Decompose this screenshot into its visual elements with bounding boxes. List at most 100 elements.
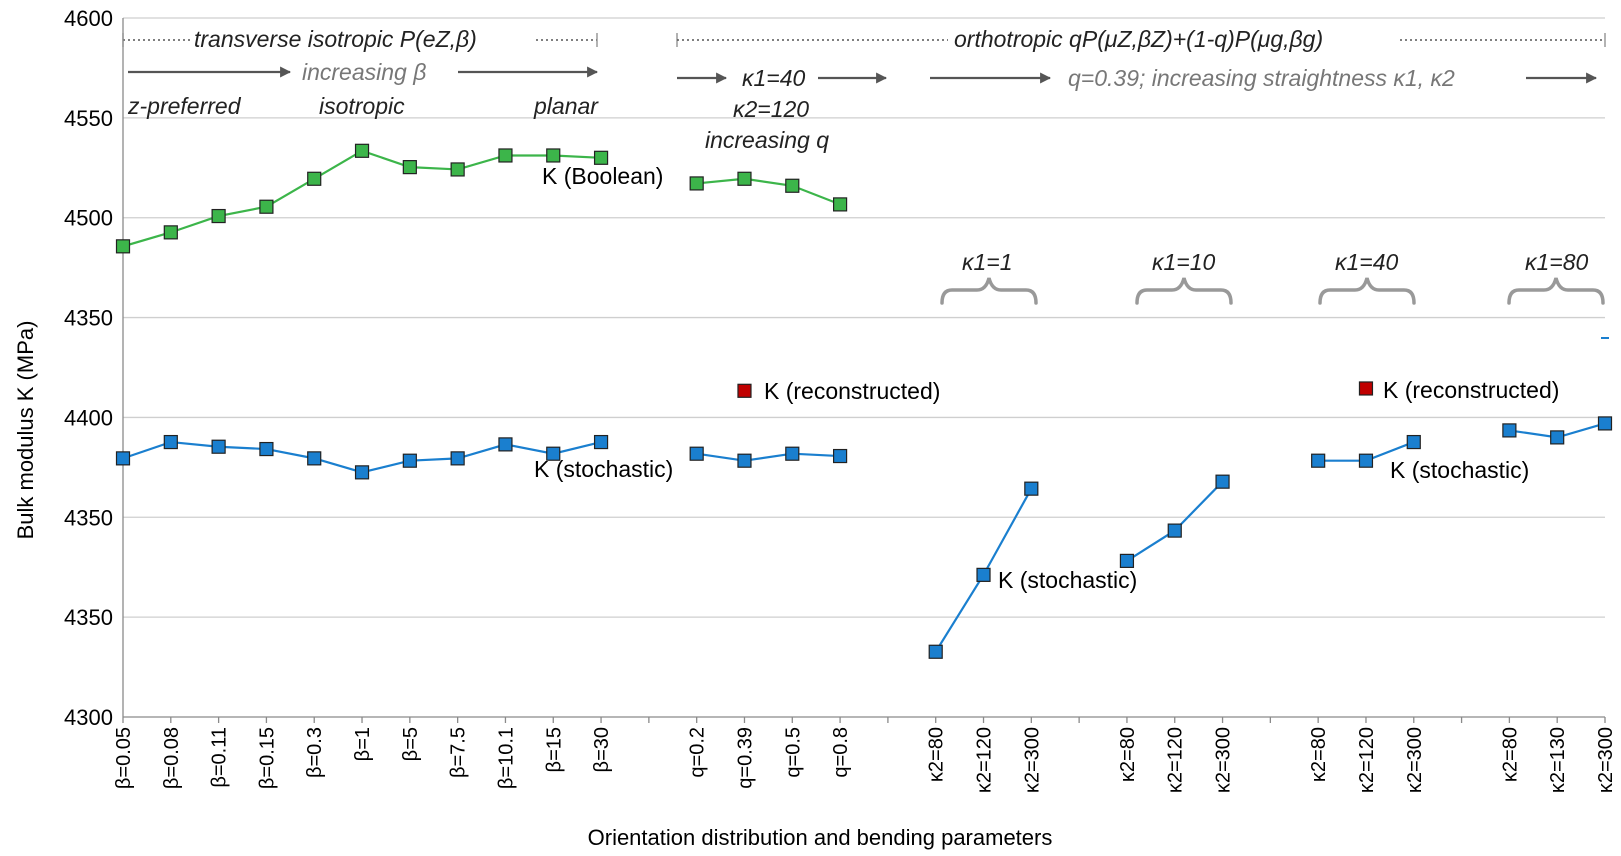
x-tick-label: β=0.05 [113,727,135,789]
data-point [546,446,561,461]
brace-kappa1-10 [1135,277,1233,305]
y-tick-label: 4600 [64,6,113,31]
series-line [122,149,602,248]
brace-label-kappa1-1: κ1=1 [962,249,1013,275]
data-point [498,437,513,452]
brace-label-kappa1-40: κ1=40 [1335,249,1399,275]
data-point [593,434,609,450]
data-point [546,148,561,163]
x-tick-label: κ2=130 [1547,727,1569,793]
data-point [1358,453,1374,468]
data-point [1406,434,1421,450]
x-tick-label: q=0.39 [734,727,756,789]
data-point [1597,416,1613,431]
data-point [1502,423,1517,438]
data-point [1119,553,1135,568]
data-point [976,567,991,582]
brace-label-kappa1-10: κ1=10 [1152,249,1216,275]
data-point [115,451,131,466]
x-tick-label: κ2=300 [1404,727,1426,793]
label-k-boolean: K (Boolean) [542,163,663,189]
data-point [450,162,465,177]
data-point [593,150,609,165]
data-point [259,199,274,214]
data-point [163,225,178,240]
data-point [689,176,704,191]
x-tick-label: κ2=80 [1499,727,1521,782]
data-point [498,148,513,163]
y-tick-label: 4350 [64,605,113,630]
data-point [354,465,370,480]
data-point [211,439,226,454]
data-point [689,446,704,461]
orthotropic-label: orthotropic qP(μZ,βZ)+(1-q)P(μg,βg) [954,26,1323,52]
x-tick-label: κ2=120 [1356,727,1378,793]
data-point [737,453,752,468]
data-point [1024,481,1039,496]
x-tick-label: κ2=300 [1213,727,1235,793]
planar-label: planar [533,93,599,119]
data-point [1550,430,1565,445]
x-tick-label: β=5 [400,727,422,761]
data-point [163,434,178,450]
x-tick-label: β=1 [352,727,374,761]
y-tick-label: 4550 [64,106,113,131]
x-tick-label: q=0.2 [687,727,709,778]
kappa1-40-label: κ1=40 [742,65,806,91]
orthotropic-annotation-group: orthotropic qP(μZ,βZ)+(1-q)P(μg,βg) κ1=4… [676,26,1606,153]
x-tick-label: β=0.11 [209,727,231,788]
isotropic-label: isotropic [319,93,405,119]
x-tick-label: κ2=120 [1165,727,1187,793]
series-layer [115,143,1613,659]
data-point [307,171,322,186]
data-point [1167,523,1182,538]
label-k-stochastic-3: K (stochastic) [1390,457,1529,483]
x-tick-label: κ2=80 [926,727,948,782]
data-point [785,446,800,461]
z-preferred-label: z-preferred [127,93,242,119]
series-line [696,452,841,462]
label-k-reconstructed-2: K (reconstructed) [1383,377,1559,403]
x-tick-label: κ2=300 [1021,727,1043,793]
series-line [696,177,841,206]
y-tick-label: 4300 [64,705,113,730]
y-tick-label: 4350 [64,505,113,530]
data-point [115,239,131,254]
kappa2-120-label: κ2=120 [733,96,809,122]
x-tick-label: κ2=80 [1308,727,1330,782]
transverse-annotation-group: transverse isotropic P(eZ,β) increasing … [122,26,599,119]
x-tick-label: β=7.5 [448,727,470,778]
x-tick-label: κ2=120 [974,727,996,793]
brace-label-kappa1-80: κ1=80 [1525,249,1589,275]
transverse-label: transverse isotropic P(eZ,β) [194,26,477,52]
series-line [1126,480,1224,562]
data-point [737,171,752,186]
increasing-beta-label: increasing β [302,59,426,85]
y-axis-title: Bulk modulus K (MPa) [13,321,38,540]
x-tick-label: β=30 [591,727,613,772]
x-tick-label: β=10.1 [495,727,517,789]
brace-kappa1-40 [1318,277,1416,305]
data-point [832,448,848,464]
axes [122,18,1606,723]
label-k-stochastic-1: K (stochastic) [534,456,673,482]
label-k-reconstructed-1: K (reconstructed) [764,378,940,404]
x-tick-label: q=0.8 [830,727,852,778]
x-tick-label: β=0.15 [256,727,278,789]
y-tick-label: 4400 [64,405,113,430]
series-k-stochastic- [115,416,1613,659]
data-point [1215,474,1230,489]
x-tick-labels: β=0.05 β=0.08 β=0.11 β=0.15 β=0.3 β=1 β=5 β=7.5… [113,727,1617,793]
x-tick-label: κ2=300 [1595,727,1617,793]
data-point [832,197,848,212]
data-point [737,383,752,398]
data-point [307,451,322,466]
straightness-label: q=0.39; increasing straightness κ1, κ2 [1068,65,1455,91]
data-point [402,453,417,468]
x-tick-label: q=0.5 [782,727,804,778]
label-k-stochastic-2: K (stochastic) [998,567,1137,593]
kappa1-braces: κ1=1 κ1=10 κ1=40 κ1=80 [940,249,1605,305]
series-k-boolean- [115,143,848,254]
data-point [785,178,800,193]
